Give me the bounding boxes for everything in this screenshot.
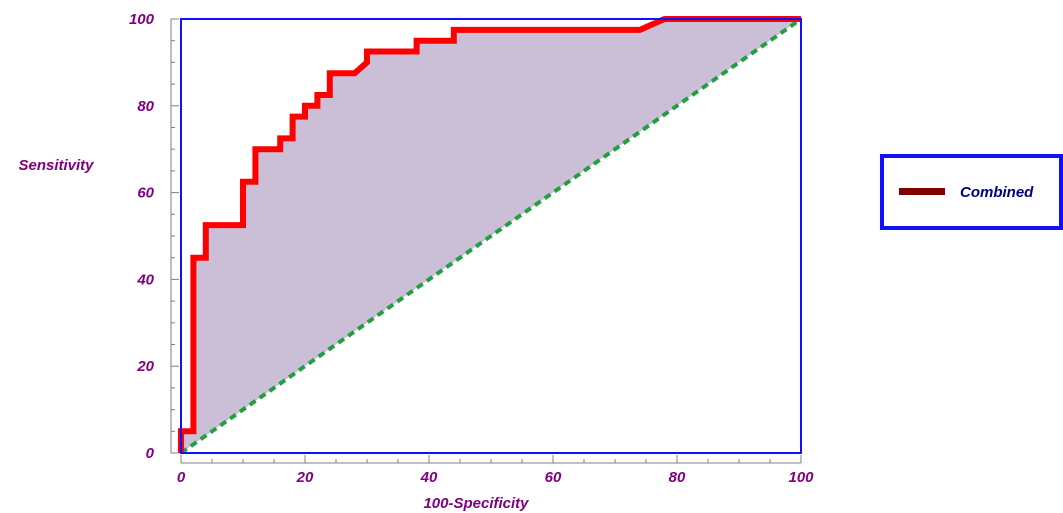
legend-swatch-combined	[899, 188, 945, 195]
reference-diagonal-line	[179, 17, 803, 455]
x-tick-label: 0	[177, 469, 186, 486]
axis-ticks: 0 20 40 60 80 100 0 20 40 60 80 100	[129, 11, 814, 486]
y-tick-label: 80	[137, 98, 154, 115]
y-tick-label: 20	[136, 358, 154, 375]
x-tick-label: 40	[420, 469, 438, 486]
y-tick-label: 60	[137, 185, 154, 202]
roc-curve-layer	[178, 16, 801, 453]
x-tick-label: 80	[669, 469, 686, 486]
x-tick-label: 20	[296, 469, 314, 486]
x-tick-label: 100	[788, 469, 814, 486]
y-tick-label: 0	[146, 445, 155, 462]
reference-diagonal-layer	[179, 17, 803, 455]
y-tick-label: 40	[136, 271, 154, 288]
y-tick-label: 100	[129, 11, 155, 28]
plot-border	[180, 18, 802, 454]
legend-label-combined: Combined	[960, 184, 1034, 201]
x-tick-label: 60	[545, 469, 562, 486]
roc-curve-combined	[178, 16, 801, 453]
y-axis-title: Sensitivity	[18, 157, 94, 174]
x-axis-title: 100-Specificity	[423, 495, 529, 512]
legend: Combined	[880, 154, 1063, 230]
